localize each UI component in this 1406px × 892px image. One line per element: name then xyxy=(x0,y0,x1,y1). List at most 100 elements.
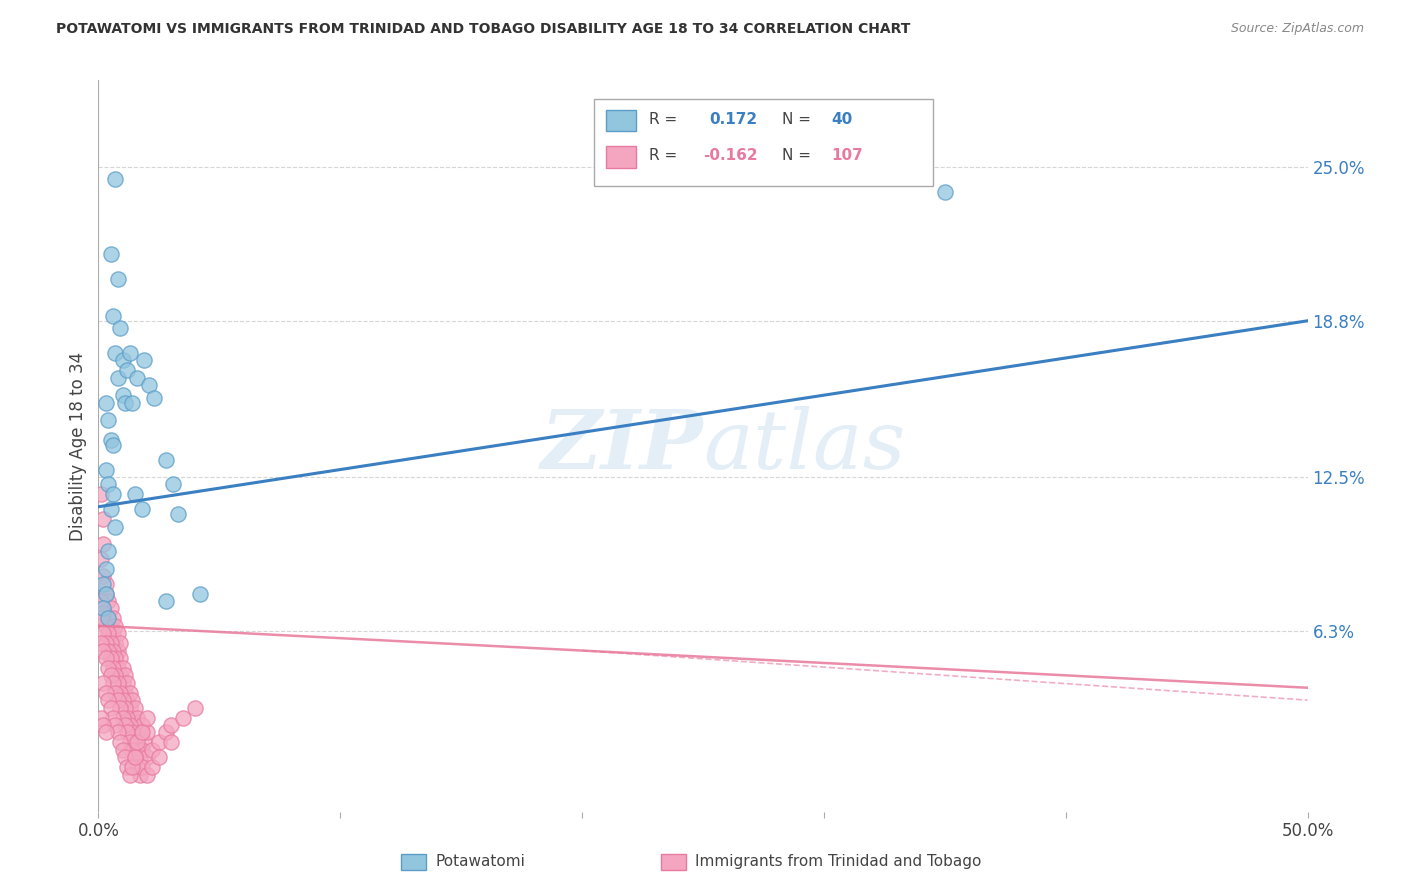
Point xyxy=(160,718,183,732)
Point xyxy=(100,700,122,714)
Point xyxy=(104,668,127,682)
Point xyxy=(160,735,183,749)
Point xyxy=(135,750,157,764)
Point xyxy=(124,735,146,749)
Point xyxy=(108,668,131,682)
Point xyxy=(91,718,114,732)
Point xyxy=(135,725,157,739)
Point xyxy=(118,735,141,749)
Point xyxy=(121,725,143,739)
Point xyxy=(97,661,120,675)
Point xyxy=(100,668,122,682)
Point xyxy=(94,586,117,600)
Point xyxy=(100,433,122,447)
Point xyxy=(111,661,134,675)
Point xyxy=(155,725,177,739)
Point xyxy=(107,725,129,739)
Point xyxy=(114,718,136,732)
Point xyxy=(111,710,134,724)
Point xyxy=(91,576,114,591)
Point xyxy=(94,562,117,576)
Point xyxy=(124,750,146,764)
Text: Source: ZipAtlas.com: Source: ZipAtlas.com xyxy=(1230,22,1364,36)
Point xyxy=(104,686,127,700)
Point xyxy=(118,718,141,732)
Text: R =: R = xyxy=(648,148,682,163)
Point xyxy=(117,760,139,774)
Point xyxy=(114,668,136,682)
Point xyxy=(114,750,136,764)
Text: N =: N = xyxy=(782,112,815,127)
Point xyxy=(155,452,177,467)
Point xyxy=(108,321,131,335)
Point xyxy=(101,438,124,452)
Point xyxy=(111,388,134,402)
Point xyxy=(94,395,117,409)
Point xyxy=(94,462,117,476)
Point xyxy=(104,519,127,533)
Point xyxy=(104,619,127,633)
Point xyxy=(108,651,131,665)
Point xyxy=(143,391,166,405)
Point xyxy=(101,643,124,657)
Point xyxy=(97,594,120,608)
Point xyxy=(127,735,149,749)
Point xyxy=(107,661,129,675)
Point xyxy=(117,710,139,724)
Point xyxy=(117,725,139,739)
Point xyxy=(934,185,956,199)
Bar xyxy=(606,146,637,168)
Point xyxy=(97,611,120,625)
Point xyxy=(131,743,153,757)
Point xyxy=(90,636,112,650)
Point xyxy=(90,551,112,566)
Point xyxy=(141,760,163,774)
Point xyxy=(111,353,134,368)
Point xyxy=(118,767,141,781)
Point xyxy=(118,346,141,360)
Point xyxy=(124,700,146,714)
Point xyxy=(124,718,146,732)
Point xyxy=(134,735,156,749)
Point xyxy=(134,353,156,368)
Point xyxy=(91,569,114,583)
Point xyxy=(111,675,134,690)
Point xyxy=(100,651,122,665)
Point xyxy=(188,586,211,600)
Point xyxy=(104,636,127,650)
Point xyxy=(172,710,194,724)
Point xyxy=(114,395,136,409)
Point xyxy=(97,693,120,707)
Point xyxy=(91,601,114,615)
Point xyxy=(121,760,143,774)
Point xyxy=(135,767,157,781)
Point xyxy=(121,710,143,724)
Point xyxy=(100,636,122,650)
Point xyxy=(94,586,117,600)
Point xyxy=(131,725,153,739)
Point xyxy=(101,611,124,625)
Text: R =: R = xyxy=(648,112,686,127)
Point xyxy=(100,619,122,633)
Point xyxy=(155,594,177,608)
Point xyxy=(91,675,114,690)
Point xyxy=(108,700,131,714)
Text: 107: 107 xyxy=(831,148,863,163)
Point xyxy=(127,760,149,774)
Point xyxy=(114,700,136,714)
Bar xyxy=(606,110,637,131)
Point xyxy=(91,607,114,621)
Point xyxy=(94,686,117,700)
Point xyxy=(94,651,117,665)
Point xyxy=(121,693,143,707)
Text: 40: 40 xyxy=(831,112,852,127)
Y-axis label: Disability Age 18 to 34: Disability Age 18 to 34 xyxy=(69,351,87,541)
Point xyxy=(138,378,160,392)
Point xyxy=(100,247,122,261)
Point xyxy=(94,619,117,633)
Point xyxy=(90,594,112,608)
Point xyxy=(131,760,153,774)
Point xyxy=(107,675,129,690)
Point xyxy=(91,601,114,615)
Point xyxy=(118,700,141,714)
